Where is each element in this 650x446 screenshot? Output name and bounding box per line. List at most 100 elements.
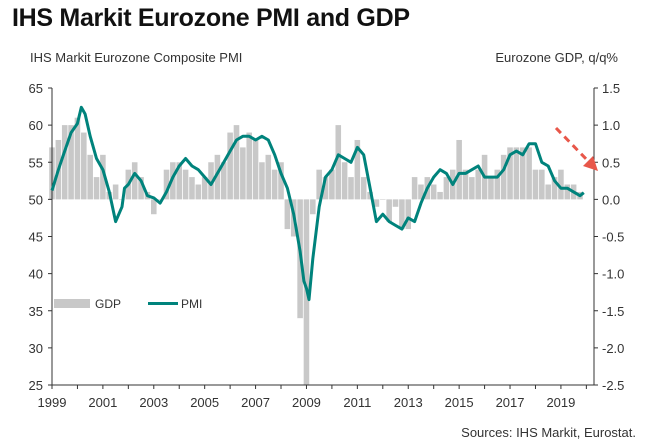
chart-axes [48, 87, 598, 389]
source-note: Sources: IHS Markit, Eurostat. [461, 425, 636, 440]
right-tick-label: -0.5 [602, 230, 624, 245]
gdp-bar [373, 199, 380, 207]
gdp-bar [131, 162, 138, 200]
left-axis-caption: IHS Markit Eurozone Composite PMI [30, 50, 243, 65]
gdp-bar [138, 177, 144, 200]
gdp-bar [519, 147, 526, 200]
right-tick-label: -1.5 [602, 304, 624, 319]
x-tick-label: 2019 [546, 395, 575, 410]
gdp-bar [208, 162, 214, 200]
pmi-line [50, 105, 585, 302]
gdp-bar [240, 147, 246, 200]
gdp-bar [214, 154, 221, 200]
gdp-bar [112, 184, 119, 200]
gdp-bar [271, 169, 278, 200]
right-tick-label: 0.5 [602, 155, 620, 170]
gdp-bar [551, 177, 558, 200]
x-tick-label: 2015 [445, 395, 474, 410]
right-tick-label: 0.0 [602, 192, 620, 207]
right-axis-caption: Eurozone GDP, q/q% [495, 50, 618, 65]
gdp-bar [182, 169, 189, 200]
tick-labels: 65 60 55 50 45 40 35 30 25 1.5 1.0 0.5 0.0 -0.5 -1.0 -1… [29, 81, 625, 410]
gdp-bar [462, 169, 469, 200]
gdp-bar [81, 132, 87, 200]
gdp-bar [469, 177, 475, 200]
left-tick-label: 65 [29, 81, 43, 96]
gdp-bar [392, 199, 399, 207]
x-tick-label: 2017 [496, 395, 525, 410]
gdp-bar [87, 154, 93, 200]
right-tick-label: -2.0 [602, 341, 624, 356]
trend-arrow-shaft [554, 126, 592, 165]
gdp-bar [176, 162, 183, 200]
x-tick-label: 2005 [190, 395, 219, 410]
left-tick-label: 60 [29, 118, 43, 133]
gdp-bar [430, 184, 437, 200]
gdp-bar [163, 169, 170, 200]
gdp-bar [93, 177, 100, 200]
gdp-bar [348, 177, 354, 200]
right-tick-label: 1.0 [602, 118, 620, 133]
gdp-bar [341, 162, 348, 200]
gdp-bar [475, 169, 482, 200]
gdp-bar [380, 199, 386, 200]
gdp-bar [68, 125, 74, 200]
legend-gdp-swatch [54, 299, 90, 308]
gdp-bar [189, 177, 195, 200]
gdp-bars [49, 117, 583, 385]
chart-title: IHS Markit Eurozone PMI and GDP [12, 4, 410, 32]
gdp-bar [233, 125, 240, 200]
gdp-bar [488, 177, 494, 200]
gdp-bar [532, 169, 539, 200]
gdp-bar [227, 132, 233, 200]
gdp-bar [100, 154, 106, 200]
gdp-bar [259, 162, 265, 200]
gdp-bar [246, 132, 252, 200]
gdp-bar [437, 191, 443, 200]
gdp-bar [443, 177, 450, 200]
gdp-bar [151, 199, 157, 215]
gdp-bar [539, 169, 545, 200]
gdp-bar [252, 139, 259, 200]
gdp-bar [278, 162, 284, 200]
x-tick-label: 2011 [343, 395, 371, 410]
gdp-bar [335, 125, 342, 200]
gdp-bar [386, 199, 392, 222]
legend-pmi-label: PMI [181, 297, 202, 311]
gdp-bar [564, 184, 571, 200]
left-tick-label: 35 [29, 304, 43, 319]
left-tick-label: 25 [29, 378, 43, 393]
right-tick-label: -1.0 [602, 267, 624, 282]
gdp-bar [61, 125, 68, 200]
gdp-bar [507, 147, 513, 200]
gdp-bar [284, 199, 291, 230]
legend: GDP PMI [54, 297, 202, 311]
gdp-bar [329, 169, 335, 200]
legend-gdp-label: GDP [95, 297, 121, 311]
gdp-bar [360, 177, 367, 200]
left-tick-label: 40 [29, 267, 43, 282]
gdp-bar [74, 117, 81, 200]
gdp-bar [418, 184, 424, 200]
x-tick-label: 1999 [38, 395, 67, 410]
x-tick-label: 2007 [241, 395, 270, 410]
gdp-bar [405, 199, 412, 230]
gdp-bar [316, 169, 322, 200]
gdp-bar [399, 199, 405, 230]
gdp-bar [526, 147, 532, 200]
gdp-bar [265, 154, 272, 200]
gdp-bar [456, 139, 462, 200]
gdp-bar [310, 199, 316, 215]
gdp-bar [322, 177, 329, 200]
gdp-bar [494, 169, 501, 200]
gdp-bar [157, 199, 163, 200]
gdp-bar [558, 169, 564, 200]
left-tick-label: 30 [29, 341, 43, 356]
x-tick-label: 2013 [394, 395, 423, 410]
gdp-bar [220, 162, 227, 200]
x-tick-label: 2003 [139, 395, 168, 410]
trend-arrow [554, 126, 598, 171]
trend-arrow-head [583, 156, 598, 171]
gdp-bar [545, 184, 551, 200]
